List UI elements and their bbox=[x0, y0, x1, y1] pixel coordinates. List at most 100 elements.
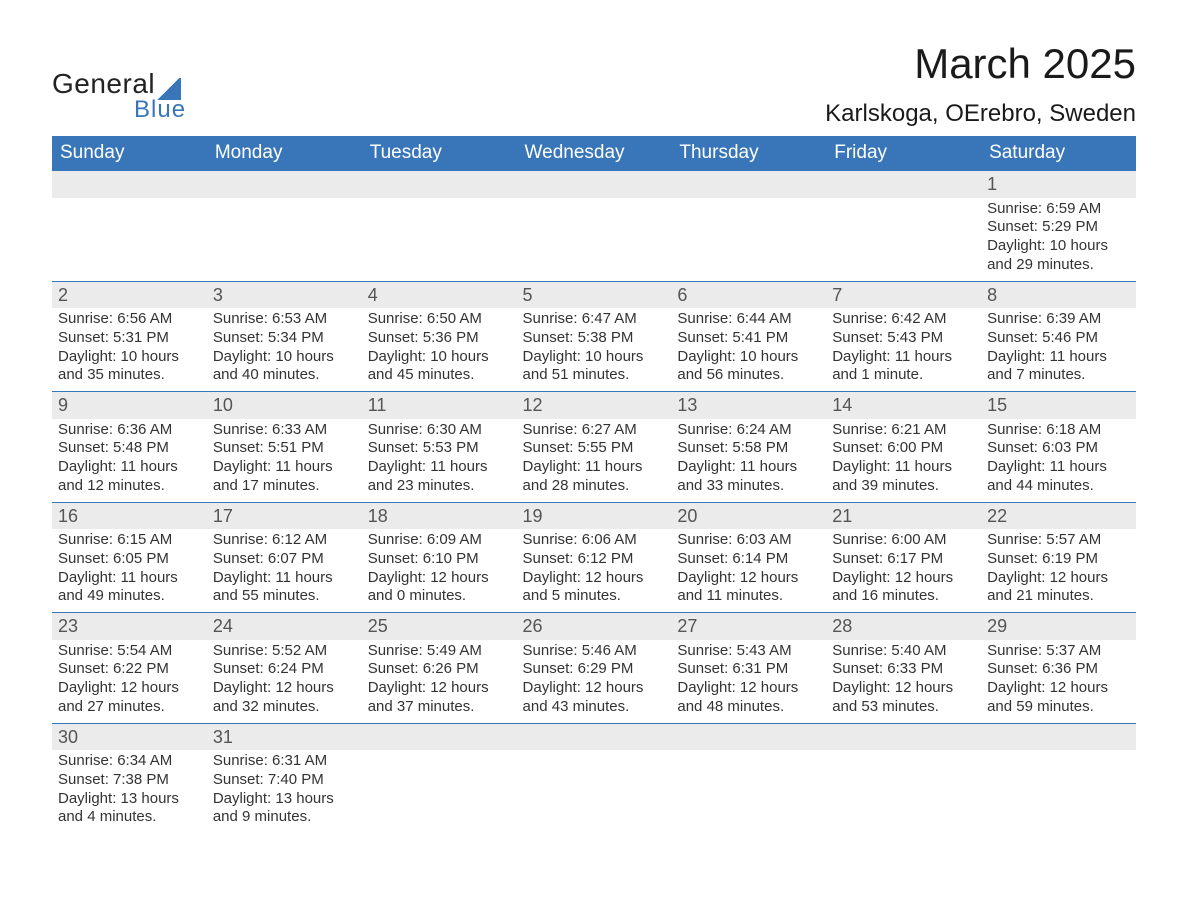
sunrise-text: Sunrise: 6:42 AM bbox=[832, 310, 975, 329]
month-title: March 2025 bbox=[825, 40, 1136, 88]
day-number: 17 bbox=[207, 503, 362, 530]
sunrise-text: Sunrise: 6:24 AM bbox=[677, 421, 820, 440]
day-number: 1 bbox=[981, 171, 1136, 198]
day-number bbox=[362, 724, 517, 751]
sunrise-text: Sunrise: 6:06 AM bbox=[523, 531, 666, 550]
sunset-text: Sunset: 5:43 PM bbox=[832, 329, 975, 348]
day-number: 24 bbox=[207, 613, 362, 640]
sunset-text: Sunset: 5:55 PM bbox=[523, 439, 666, 458]
day-number: 28 bbox=[826, 613, 981, 640]
calendar-day-cell: 13Sunrise: 6:24 AMSunset: 5:58 PMDayligh… bbox=[671, 392, 826, 503]
sunrise-text: Sunrise: 5:49 AM bbox=[368, 642, 511, 661]
day-number bbox=[207, 171, 362, 198]
sunset-text: Sunset: 5:41 PM bbox=[677, 329, 820, 348]
calendar-day-cell bbox=[671, 171, 826, 282]
day-number: 30 bbox=[52, 724, 207, 751]
day-number bbox=[981, 724, 1136, 751]
day-number: 20 bbox=[671, 503, 826, 530]
day-number bbox=[52, 171, 207, 198]
sunrise-text: Sunrise: 6:56 AM bbox=[58, 310, 201, 329]
sunset-text: Sunset: 6:26 PM bbox=[368, 660, 511, 679]
sunrise-text: Sunrise: 5:46 AM bbox=[523, 642, 666, 661]
day-number: 23 bbox=[52, 613, 207, 640]
weekday-header: Wednesday bbox=[517, 136, 672, 171]
sunrise-text: Sunrise: 6:09 AM bbox=[368, 531, 511, 550]
day-number: 9 bbox=[52, 392, 207, 419]
day-number: 8 bbox=[981, 282, 1136, 309]
calendar-day-cell: 31Sunrise: 6:31 AMSunset: 7:40 PMDayligh… bbox=[207, 723, 362, 833]
calendar-day-cell: 23Sunrise: 5:54 AMSunset: 6:22 PMDayligh… bbox=[52, 613, 207, 724]
daylight-text: Daylight: 12 hours and 37 minutes. bbox=[368, 679, 511, 717]
logo: General Blue bbox=[52, 40, 186, 124]
sunrise-text: Sunrise: 5:54 AM bbox=[58, 642, 201, 661]
sunrise-text: Sunrise: 5:37 AM bbox=[987, 642, 1130, 661]
calendar-day-cell: 17Sunrise: 6:12 AMSunset: 6:07 PMDayligh… bbox=[207, 502, 362, 613]
day-number bbox=[671, 724, 826, 751]
day-number: 4 bbox=[362, 282, 517, 309]
day-number: 6 bbox=[671, 282, 826, 309]
sunset-text: Sunset: 6:24 PM bbox=[213, 660, 356, 679]
calendar-day-cell: 1Sunrise: 6:59 AMSunset: 5:29 PMDaylight… bbox=[981, 171, 1136, 282]
sunrise-text: Sunrise: 6:27 AM bbox=[523, 421, 666, 440]
weekday-header: Tuesday bbox=[362, 136, 517, 171]
day-number: 15 bbox=[981, 392, 1136, 419]
daylight-text: Daylight: 10 hours and 56 minutes. bbox=[677, 348, 820, 386]
sunset-text: Sunset: 5:48 PM bbox=[58, 439, 201, 458]
day-number bbox=[517, 171, 672, 198]
calendar-day-cell: 18Sunrise: 6:09 AMSunset: 6:10 PMDayligh… bbox=[362, 502, 517, 613]
calendar-week-row: 2Sunrise: 6:56 AMSunset: 5:31 PMDaylight… bbox=[52, 281, 1136, 392]
calendar-day-cell: 6Sunrise: 6:44 AMSunset: 5:41 PMDaylight… bbox=[671, 281, 826, 392]
daylight-text: Daylight: 11 hours and 44 minutes. bbox=[987, 458, 1130, 496]
daylight-text: Daylight: 12 hours and 43 minutes. bbox=[523, 679, 666, 717]
calendar-week-row: 9Sunrise: 6:36 AMSunset: 5:48 PMDaylight… bbox=[52, 392, 1136, 503]
sunrise-text: Sunrise: 6:21 AM bbox=[832, 421, 975, 440]
day-number: 10 bbox=[207, 392, 362, 419]
daylight-text: Daylight: 11 hours and 17 minutes. bbox=[213, 458, 356, 496]
day-number: 26 bbox=[517, 613, 672, 640]
daylight-text: Daylight: 11 hours and 55 minutes. bbox=[213, 569, 356, 607]
day-number: 31 bbox=[207, 724, 362, 751]
location-subtitle: Karlskoga, OErebro, Sweden bbox=[825, 100, 1136, 128]
day-number bbox=[362, 171, 517, 198]
sunset-text: Sunset: 6:12 PM bbox=[523, 550, 666, 569]
calendar-day-cell bbox=[826, 723, 981, 833]
calendar-week-row: 1Sunrise: 6:59 AMSunset: 5:29 PMDaylight… bbox=[52, 171, 1136, 282]
sunrise-text: Sunrise: 6:18 AM bbox=[987, 421, 1130, 440]
daylight-text: Daylight: 10 hours and 35 minutes. bbox=[58, 348, 201, 386]
title-block: March 2025 Karlskoga, OErebro, Sweden bbox=[825, 40, 1136, 128]
calendar-day-cell: 29Sunrise: 5:37 AMSunset: 6:36 PMDayligh… bbox=[981, 613, 1136, 724]
daylight-text: Daylight: 13 hours and 4 minutes. bbox=[58, 790, 201, 828]
sunrise-text: Sunrise: 6:53 AM bbox=[213, 310, 356, 329]
sunset-text: Sunset: 6:22 PM bbox=[58, 660, 201, 679]
calendar-day-cell: 8Sunrise: 6:39 AMSunset: 5:46 PMDaylight… bbox=[981, 281, 1136, 392]
day-number: 18 bbox=[362, 503, 517, 530]
daylight-text: Daylight: 10 hours and 45 minutes. bbox=[368, 348, 511, 386]
calendar-day-cell: 27Sunrise: 5:43 AMSunset: 6:31 PMDayligh… bbox=[671, 613, 826, 724]
day-number: 14 bbox=[826, 392, 981, 419]
sunset-text: Sunset: 6:05 PM bbox=[58, 550, 201, 569]
weekday-header: Sunday bbox=[52, 136, 207, 171]
day-number: 29 bbox=[981, 613, 1136, 640]
sunrise-text: Sunrise: 6:33 AM bbox=[213, 421, 356, 440]
sunset-text: Sunset: 6:00 PM bbox=[832, 439, 975, 458]
daylight-text: Daylight: 12 hours and 21 minutes. bbox=[987, 569, 1130, 607]
sunrise-text: Sunrise: 6:44 AM bbox=[677, 310, 820, 329]
day-number: 13 bbox=[671, 392, 826, 419]
daylight-text: Daylight: 12 hours and 16 minutes. bbox=[832, 569, 975, 607]
daylight-text: Daylight: 10 hours and 29 minutes. bbox=[987, 237, 1130, 275]
sunrise-text: Sunrise: 6:12 AM bbox=[213, 531, 356, 550]
sunrise-text: Sunrise: 5:43 AM bbox=[677, 642, 820, 661]
calendar-day-cell bbox=[671, 723, 826, 833]
daylight-text: Daylight: 12 hours and 32 minutes. bbox=[213, 679, 356, 717]
calendar-day-cell: 28Sunrise: 5:40 AMSunset: 6:33 PMDayligh… bbox=[826, 613, 981, 724]
sunset-text: Sunset: 5:51 PM bbox=[213, 439, 356, 458]
calendar-day-cell: 15Sunrise: 6:18 AMSunset: 6:03 PMDayligh… bbox=[981, 392, 1136, 503]
daylight-text: Daylight: 12 hours and 11 minutes. bbox=[677, 569, 820, 607]
daylight-text: Daylight: 12 hours and 59 minutes. bbox=[987, 679, 1130, 717]
calendar-day-cell: 25Sunrise: 5:49 AMSunset: 6:26 PMDayligh… bbox=[362, 613, 517, 724]
calendar-day-cell: 7Sunrise: 6:42 AMSunset: 5:43 PMDaylight… bbox=[826, 281, 981, 392]
sunrise-text: Sunrise: 6:03 AM bbox=[677, 531, 820, 550]
sunrise-text: Sunrise: 6:15 AM bbox=[58, 531, 201, 550]
calendar-day-cell bbox=[52, 171, 207, 282]
day-number bbox=[826, 171, 981, 198]
